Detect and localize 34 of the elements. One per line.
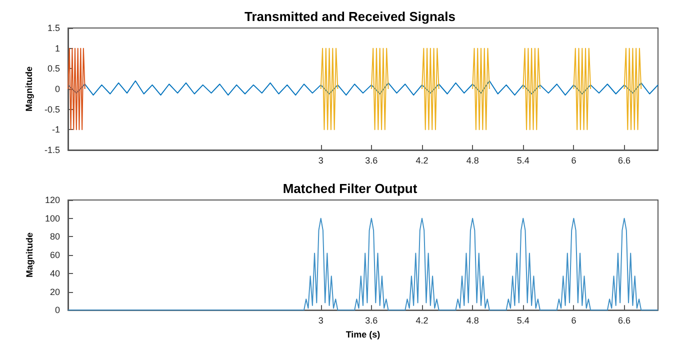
y-tick-label: 120 xyxy=(44,195,60,205)
y-tick-label: -1.5 xyxy=(44,145,60,155)
y-tick-label: 100 xyxy=(44,213,60,224)
x-tick-label: 4.2 xyxy=(416,156,428,166)
line-series xyxy=(68,80,658,96)
x-tick-label: 4.8 xyxy=(466,156,479,166)
x-tick-label: 6 xyxy=(571,156,576,166)
x-tick-label: 6 xyxy=(571,316,576,326)
x-tick-label: 3 xyxy=(318,156,324,166)
y-tick-label: 80 xyxy=(50,232,60,242)
y-tick-label: 0 xyxy=(54,305,60,316)
chart-title: Transmitted and Received Signals xyxy=(244,9,456,24)
x-tick-label: 4.2 xyxy=(416,316,428,326)
y-tick-label: 60 xyxy=(50,250,60,260)
x-tick-label: 3.6 xyxy=(365,316,378,326)
x-tick-label: 5.4 xyxy=(516,156,530,166)
y-tick-label: -0.5 xyxy=(44,104,60,114)
y-tick-label: 40 xyxy=(50,268,60,278)
y-tick-label: 1.5 xyxy=(47,23,60,33)
y-tick-label: 20 xyxy=(50,286,60,297)
x-tick-label: 3.6 xyxy=(365,156,378,166)
x-tick-label: 4.8 xyxy=(466,316,479,326)
y-tick-label: 0 xyxy=(54,84,60,94)
x-tick-label: 6.6 xyxy=(618,316,631,326)
y-tick-label: -1 xyxy=(52,124,60,135)
y-axis-title: Magnitude xyxy=(24,232,34,278)
x-tick-label: 5.4 xyxy=(516,316,530,326)
chart-title: Matched Filter Output xyxy=(282,181,418,196)
y-axis-title: Magnitude xyxy=(24,66,34,112)
y-tick-label: 0.5 xyxy=(47,64,60,74)
y-tick-label: 1 xyxy=(54,43,60,54)
x-tick-label: 3 xyxy=(318,316,324,326)
x-axis-title: Time (s) xyxy=(346,330,380,340)
x-tick-label: 6.6 xyxy=(618,156,631,166)
